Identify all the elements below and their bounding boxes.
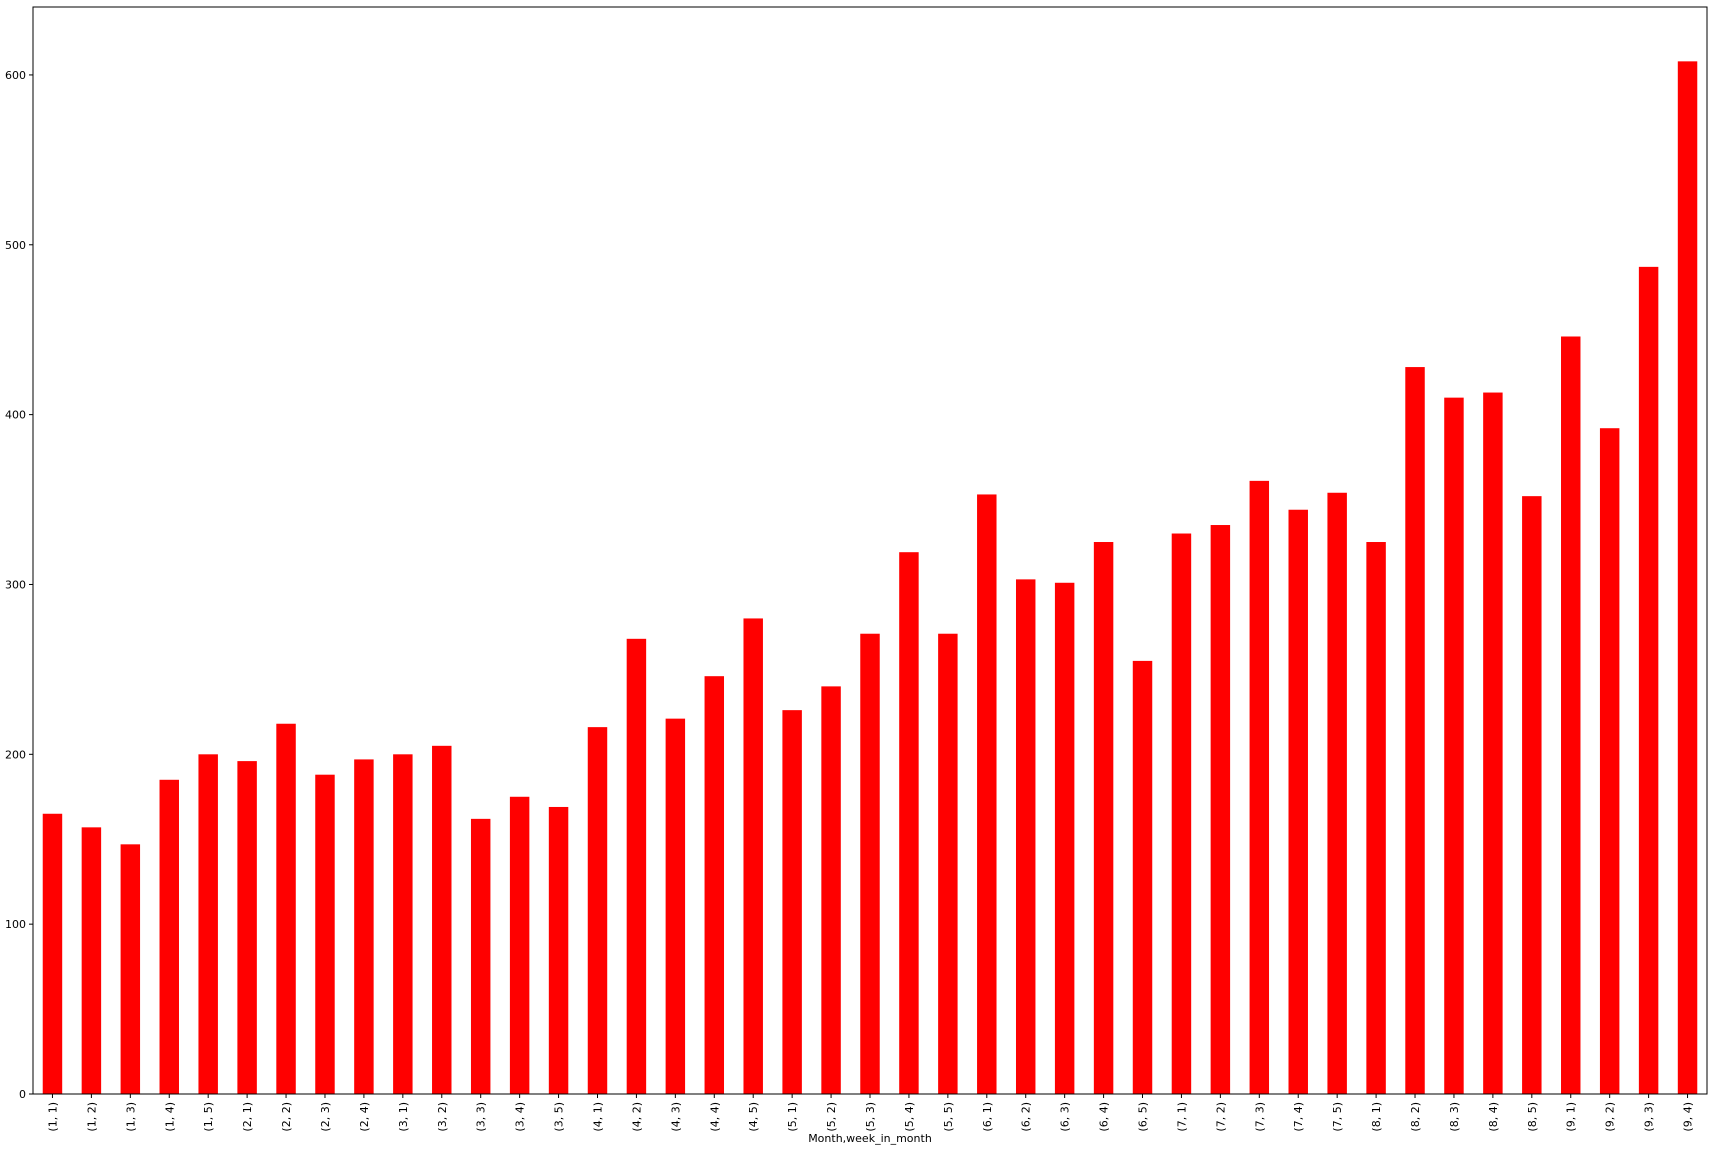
- bar: [1444, 397, 1464, 1094]
- x-tick-label: (7, 1): [1175, 1102, 1188, 1132]
- x-axis: (1, 1) (1, 2) (1, 3) (1, 4) (1, 5) (2, 1) (2, …: [46, 1094, 1695, 1132]
- x-tick-label: (8, 1): [1370, 1102, 1383, 1132]
- bar: [1483, 392, 1503, 1095]
- y-tick-label: 300: [5, 578, 26, 591]
- y-axis: 0 100 200 300 400 500 600: [5, 69, 33, 1101]
- x-tick-label: (2, 2): [280, 1102, 293, 1132]
- bar: [237, 761, 257, 1094]
- bar: [548, 806, 569, 1094]
- bar: [1327, 492, 1347, 1094]
- x-tick-label: (7, 4): [1292, 1102, 1305, 1132]
- bar: [1366, 542, 1386, 1094]
- y-tick-label: 0: [19, 1088, 26, 1101]
- bar: [354, 759, 374, 1094]
- bar: [120, 844, 141, 1094]
- x-tick-label: (7, 3): [1253, 1102, 1266, 1132]
- x-tick-label: (2, 3): [319, 1102, 332, 1132]
- x-tick-label: (7, 2): [1214, 1102, 1227, 1132]
- bar: [782, 710, 802, 1094]
- bars-group: [42, 61, 1698, 1095]
- y-tick-label: 100: [5, 918, 26, 931]
- x-tick-label: (1, 1): [46, 1102, 59, 1132]
- bar: [860, 633, 880, 1094]
- bar: [393, 754, 413, 1094]
- x-tick-label: (9, 3): [1643, 1102, 1656, 1132]
- x-tick-label: (3, 5): [553, 1102, 566, 1132]
- x-tick-label: (9, 1): [1565, 1102, 1578, 1132]
- x-axis-title: Month,week_in_month: [808, 1132, 932, 1145]
- x-tick-label: (5, 5): [942, 1102, 955, 1132]
- x-tick-label: (8, 2): [1409, 1102, 1422, 1132]
- x-tick-label: (6, 2): [1020, 1102, 1033, 1132]
- bar: [626, 638, 647, 1094]
- bar: [938, 633, 958, 1094]
- x-tick-label: (8, 3): [1448, 1102, 1461, 1132]
- x-tick-label: (6, 3): [1059, 1102, 1072, 1132]
- x-tick-label: (1, 5): [202, 1102, 215, 1132]
- x-tick-label: (9, 2): [1604, 1102, 1617, 1132]
- x-tick-label: (3, 2): [436, 1102, 449, 1132]
- bar: [1132, 660, 1153, 1094]
- bar: [1093, 542, 1114, 1094]
- x-tick-label: (5, 3): [864, 1102, 877, 1132]
- x-tick-label: (6, 4): [1098, 1102, 1111, 1132]
- bar: [1522, 496, 1542, 1094]
- bar: [704, 676, 725, 1094]
- y-tick-label: 400: [5, 409, 26, 422]
- x-tick-label: (6, 1): [981, 1102, 994, 1132]
- bar: [81, 827, 102, 1094]
- bar: [1638, 266, 1659, 1094]
- bar: [1561, 336, 1581, 1094]
- bar: [42, 813, 63, 1094]
- y-tick-label: 200: [5, 748, 26, 761]
- bar: [276, 723, 296, 1094]
- bar: [1288, 509, 1308, 1094]
- x-tick-label: (2, 4): [358, 1102, 371, 1132]
- bar: [432, 745, 452, 1094]
- bar: [587, 727, 608, 1094]
- x-tick-label: (5, 2): [825, 1102, 838, 1132]
- x-tick-label: (7, 5): [1331, 1102, 1344, 1132]
- x-tick-label: (9, 4): [1682, 1102, 1695, 1132]
- x-tick-label: (8, 4): [1487, 1102, 1500, 1132]
- x-tick-label: (2, 1): [241, 1102, 254, 1132]
- bar: [821, 686, 841, 1094]
- x-tick-label: (8, 5): [1526, 1102, 1539, 1132]
- x-tick-label: (4, 1): [591, 1102, 604, 1132]
- bar: [1249, 480, 1270, 1094]
- bar: [1054, 582, 1075, 1094]
- x-tick-label: (5, 4): [903, 1102, 916, 1132]
- bar: [509, 796, 530, 1094]
- bar: [159, 779, 179, 1094]
- x-tick-label: (5, 1): [786, 1102, 799, 1132]
- bar: [198, 754, 218, 1094]
- x-tick-label: (6, 5): [1137, 1102, 1150, 1132]
- x-tick-label: (1, 4): [163, 1102, 176, 1132]
- x-tick-label: (1, 3): [124, 1102, 137, 1132]
- bar: [665, 718, 686, 1094]
- bar: [899, 552, 919, 1094]
- x-tick-label: (3, 1): [397, 1102, 410, 1132]
- x-tick-label: (4, 4): [708, 1102, 721, 1132]
- bar: [1171, 533, 1192, 1094]
- plot-frame: [32, 6, 1708, 1095]
- bar: [1599, 428, 1620, 1094]
- bar: [1015, 579, 1036, 1094]
- bar: [470, 818, 491, 1094]
- x-tick-label: (4, 5): [747, 1102, 760, 1132]
- bar: [977, 494, 997, 1095]
- x-tick-label: (4, 3): [669, 1102, 682, 1132]
- bar: [743, 618, 763, 1094]
- bar: [1677, 61, 1698, 1095]
- x-tick-label: (4, 2): [630, 1102, 643, 1132]
- y-tick-label: 600: [5, 69, 26, 82]
- x-tick-label: (3, 3): [475, 1102, 488, 1132]
- x-tick-label: (3, 4): [514, 1102, 527, 1132]
- bar: [1210, 525, 1231, 1094]
- y-tick-label: 500: [5, 239, 26, 252]
- x-tick-label: (1, 2): [85, 1102, 98, 1132]
- bar: [315, 774, 335, 1094]
- bar: [1405, 367, 1425, 1095]
